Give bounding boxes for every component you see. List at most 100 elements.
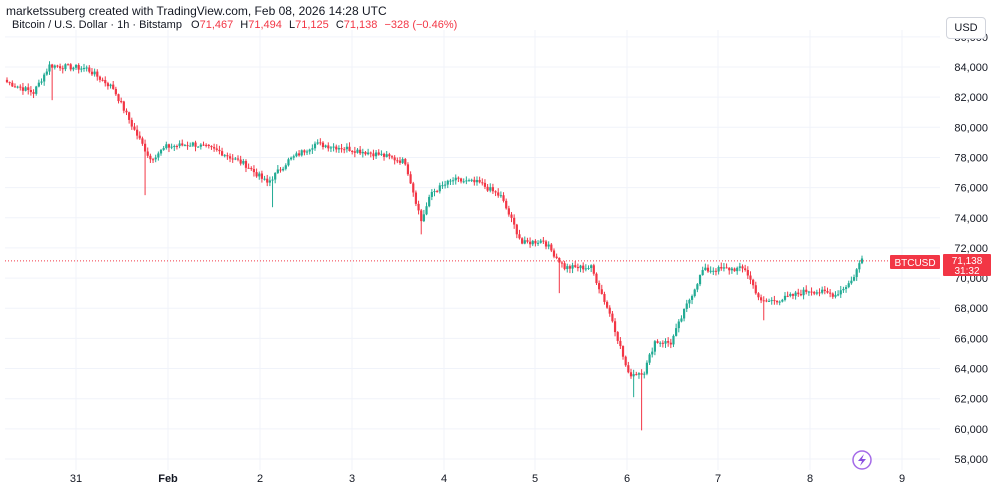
candle bbox=[104, 76, 107, 87]
candle bbox=[661, 340, 664, 348]
candle bbox=[178, 140, 181, 149]
candle bbox=[781, 298, 784, 303]
candle bbox=[576, 263, 579, 272]
candle bbox=[226, 152, 229, 160]
price-tick-label: 84,000 bbox=[954, 62, 988, 74]
price-tick-label: 60,000 bbox=[954, 424, 988, 436]
candle bbox=[499, 191, 502, 198]
candle bbox=[21, 82, 25, 95]
candle bbox=[77, 63, 80, 74]
candle bbox=[810, 287, 813, 296]
candle bbox=[592, 263, 595, 276]
candle bbox=[287, 157, 290, 167]
candle bbox=[675, 323, 678, 337]
candle bbox=[393, 155, 396, 165]
candle bbox=[40, 78, 43, 85]
price-axis[interactable]: 58,000 60,000 62,000 64,000 66,000 68,000 70,0… bbox=[954, 32, 988, 466]
candle bbox=[170, 143, 173, 150]
candle bbox=[605, 300, 609, 309]
candle bbox=[138, 131, 141, 140]
candle bbox=[635, 371, 638, 376]
candle bbox=[669, 338, 672, 349]
candle bbox=[348, 142, 351, 152]
candle bbox=[353, 146, 356, 158]
candle bbox=[656, 339, 659, 344]
candle bbox=[688, 298, 691, 308]
candle bbox=[390, 155, 394, 160]
candle bbox=[783, 292, 787, 302]
candle bbox=[595, 272, 598, 285]
tradingview-lightning-icon[interactable] bbox=[852, 450, 872, 470]
symbol-description: Bitcoin / U.S. Dollar · 1h · Bitstamp bbox=[12, 19, 182, 31]
candle bbox=[619, 337, 622, 350]
candle bbox=[324, 144, 327, 149]
candle bbox=[441, 181, 444, 189]
candle bbox=[850, 276, 853, 285]
candle bbox=[311, 144, 314, 154]
candle bbox=[319, 138, 322, 146]
candle bbox=[624, 355, 627, 367]
candle bbox=[818, 288, 821, 297]
candle bbox=[43, 72, 46, 86]
candle bbox=[88, 65, 91, 74]
candle bbox=[802, 287, 805, 300]
candle bbox=[738, 262, 741, 272]
candle bbox=[159, 148, 163, 156]
candle bbox=[53, 64, 56, 70]
candle bbox=[11, 80, 14, 88]
candle bbox=[704, 263, 707, 271]
candle bbox=[332, 143, 335, 152]
candle bbox=[404, 157, 407, 166]
candle bbox=[274, 172, 277, 184]
time-axis[interactable]: 31 Feb 2 3 4 5 6 7 8 9 bbox=[70, 473, 905, 485]
candle bbox=[749, 271, 752, 285]
candle bbox=[205, 143, 208, 148]
candle bbox=[27, 83, 30, 95]
candle bbox=[425, 202, 428, 216]
candle bbox=[45, 68, 48, 76]
candle bbox=[367, 148, 370, 156]
candle bbox=[807, 290, 810, 296]
currency-button[interactable]: USD bbox=[946, 17, 986, 39]
candle bbox=[757, 292, 760, 301]
candle bbox=[244, 159, 248, 173]
candle bbox=[64, 63, 67, 72]
ohlc-legend: Bitcoin / U.S. Dollar · 1h · Bitstamp O7… bbox=[12, 19, 457, 31]
candle bbox=[651, 347, 654, 358]
time-tick-label: 7 bbox=[715, 473, 721, 485]
candle bbox=[414, 190, 418, 207]
price-tick-label: 78,000 bbox=[954, 152, 988, 164]
candle bbox=[327, 142, 330, 152]
time-tick-label: 8 bbox=[807, 473, 813, 485]
candle bbox=[664, 338, 667, 348]
candle bbox=[497, 188, 500, 198]
candle bbox=[823, 286, 826, 295]
candle bbox=[252, 165, 256, 177]
candle bbox=[521, 237, 524, 245]
candle bbox=[566, 263, 569, 273]
candle bbox=[210, 145, 213, 150]
candle bbox=[430, 189, 433, 201]
candle bbox=[59, 63, 62, 71]
candle bbox=[478, 176, 481, 184]
candle bbox=[483, 179, 487, 190]
candle bbox=[667, 337, 670, 347]
candle bbox=[682, 308, 686, 322]
candle bbox=[37, 79, 40, 88]
candle bbox=[523, 236, 526, 245]
candle bbox=[417, 200, 420, 215]
candle bbox=[271, 176, 274, 208]
symbol-tag-bg bbox=[890, 255, 940, 269]
candle bbox=[8, 81, 11, 86]
candle bbox=[762, 296, 765, 321]
candle bbox=[627, 361, 630, 374]
candle bbox=[712, 267, 715, 275]
candle bbox=[72, 66, 75, 72]
candle bbox=[741, 264, 744, 273]
close-value: 71,138 bbox=[343, 19, 378, 31]
high-label: H bbox=[240, 19, 249, 31]
candle bbox=[709, 266, 712, 274]
time-tick-label: 31 bbox=[70, 473, 82, 485]
candle bbox=[837, 290, 840, 297]
